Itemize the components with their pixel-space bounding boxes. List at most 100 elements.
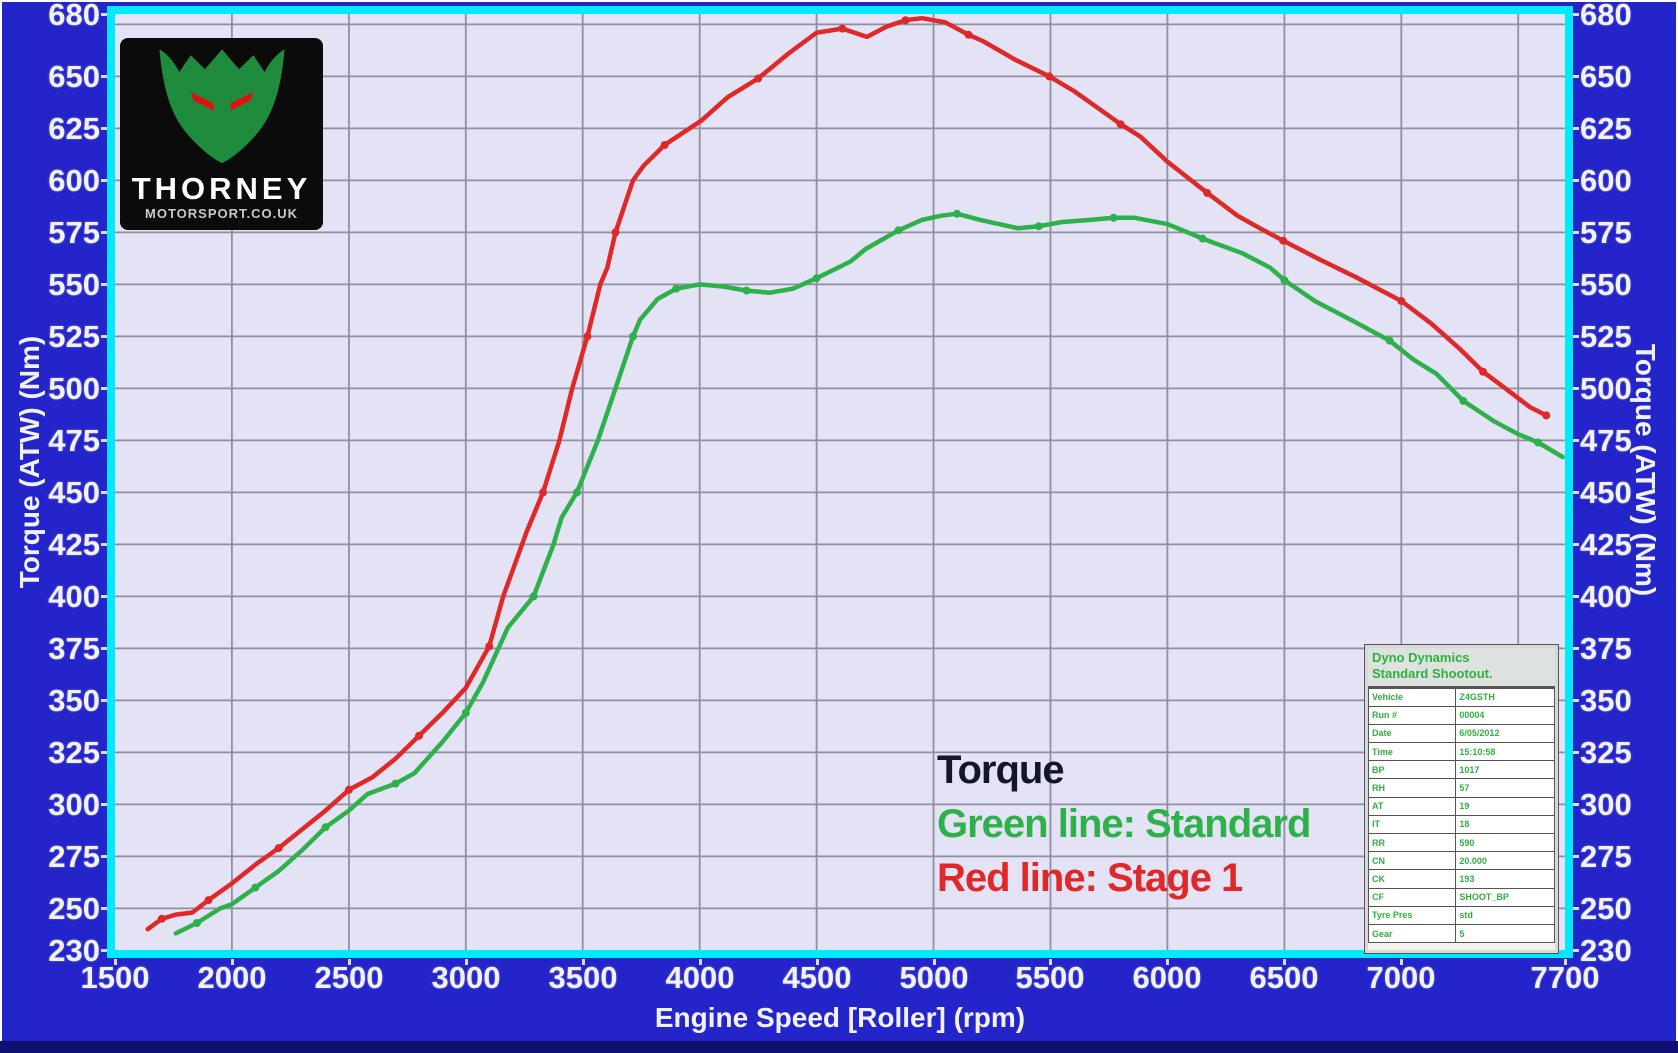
info-table-row-label: BP [1367, 760, 1457, 780]
info-table-row-value: 1017 [1455, 760, 1555, 780]
x-axis-tick-label: 3000 [431, 960, 501, 995]
y-axis-tick-label-right: 300 [1580, 787, 1632, 822]
info-table-row: Gear 5 [1367, 923, 1555, 944]
info-table-row-value: 590 [1455, 832, 1555, 853]
info-table-row-value: 193 [1455, 869, 1555, 889]
info-table-row-value: 00004 [1455, 705, 1555, 725]
info-table-row-value: 6/05/2012 [1455, 723, 1555, 744]
y-axis-tick-label-left: 375 [48, 631, 100, 666]
y-tick-mark-right [1573, 335, 1579, 338]
info-table-row-label: RR [1367, 832, 1457, 853]
x-axis-tick-label: 6000 [1132, 960, 1202, 995]
x-axis-tick-label: 7000 [1366, 960, 1436, 995]
y-tick-mark-left [101, 13, 107, 16]
x-axis-tick-label: 6500 [1249, 960, 1319, 995]
y-axis-tick-label-right: 450 [1580, 475, 1632, 510]
x-axis-tick-label: 7700 [1530, 960, 1600, 995]
y-axis-tick-label-right: 475 [1580, 423, 1632, 458]
y-tick-mark-right [1573, 647, 1579, 650]
x-tick-mark [465, 959, 468, 965]
y-tick-mark-left [101, 543, 107, 546]
info-table-row: CN 20.000 [1367, 851, 1555, 871]
y-tick-mark-right [1573, 595, 1579, 598]
x-axis-tick-label: 4000 [665, 960, 735, 995]
y-axis-tick-label-right: 400 [1580, 579, 1632, 614]
y-tick-mark-left [101, 949, 107, 952]
y-tick-mark-left [101, 387, 107, 390]
info-table-row-value: SHOOT_BP [1455, 887, 1555, 907]
y-tick-mark-left [101, 803, 107, 806]
y-axis-tick-label-left: 450 [48, 475, 100, 510]
y-axis-tick-label-left: 275 [48, 839, 100, 874]
x-tick-mark [1166, 959, 1169, 965]
y-axis-tick-label-left: 230 [48, 933, 100, 968]
info-table-row-label: IT [1367, 814, 1457, 835]
y-tick-mark-right [1573, 699, 1579, 702]
x-tick-mark [1283, 959, 1286, 965]
y-tick-mark-right [1573, 179, 1579, 182]
y-axis-tick-label-left: 325 [48, 735, 100, 770]
info-table-row-value: 5 [1455, 923, 1555, 944]
y-axis-tick-label-left: 525 [48, 319, 100, 354]
info-table-row-label: Vehicle [1367, 687, 1457, 707]
x-axis-title: Engine Speed [Roller] (rpm) [654, 1002, 1026, 1033]
info-table-header-line2: Standard Shootout. [1372, 666, 1493, 682]
x-tick-mark [699, 959, 702, 965]
y-axis-tick-label-left: 650 [48, 59, 100, 94]
y-axis-tick-label-left: 550 [48, 267, 100, 302]
dyno-chart-svg [115, 14, 1565, 950]
info-table-row-label: Time [1367, 742, 1457, 762]
y-tick-mark-right [1573, 75, 1579, 78]
y-tick-mark-right [1573, 803, 1579, 806]
legend-green-line-label: Green line: Standard [937, 802, 1311, 846]
info-table-row: RR 590 [1367, 832, 1555, 853]
y-tick-mark-left [101, 647, 107, 650]
y-axis-tick-label-right: 680 [1580, 0, 1632, 32]
info-table-header: Dyno Dynamics Standard Shootout. [1368, 648, 1555, 688]
info-table-row-label: CF [1367, 887, 1457, 907]
logo-title: THORNEY [131, 171, 312, 206]
y-axis-tick-label-right: 550 [1580, 267, 1632, 302]
info-table-row: Vehicle Z4GSTH [1367, 687, 1555, 707]
y-tick-mark-right [1573, 387, 1579, 390]
info-table-row-value: 57 [1455, 778, 1555, 798]
info-table-row: CK 193 [1367, 869, 1555, 889]
info-table-row-label: Run # [1367, 705, 1457, 725]
y-tick-mark-left [101, 907, 107, 910]
bottom-edge-strip [0, 1041, 1678, 1053]
info-table-header-line1: Dyno Dynamics [1372, 650, 1470, 665]
y-tick-mark-right [1573, 907, 1579, 910]
x-tick-mark [582, 959, 585, 965]
x-tick-mark [933, 959, 936, 965]
x-axis-tick-label: 5500 [1015, 960, 1085, 995]
x-tick-mark [348, 959, 351, 965]
y-tick-mark-left [101, 491, 107, 494]
info-table-row: Date 6/05/2012 [1367, 723, 1555, 744]
y-tick-mark-right [1573, 127, 1579, 130]
x-axis-tick-label: 2000 [197, 960, 267, 995]
y-axis-tick-label-right: 250 [1580, 891, 1632, 926]
info-table-row-value: 18 [1455, 814, 1555, 835]
y-axis-tick-label-right: 600 [1580, 163, 1632, 198]
x-axis-tick-label: 5000 [899, 960, 969, 995]
x-axis-tick-label: 4500 [782, 960, 852, 995]
dyno-run-info-table: Dyno Dynamics Standard Shootout. Vehicle… [1364, 644, 1559, 954]
info-table-row: Tyre Pres std [1367, 905, 1555, 925]
y-tick-mark-left [101, 335, 107, 338]
y-axis-tick-label-left: 350 [48, 683, 100, 718]
y-axis-tick-label-right: 375 [1580, 631, 1632, 666]
info-table-row: RH 57 [1367, 778, 1555, 798]
y-tick-mark-left [101, 283, 107, 286]
demon-mask-icon [158, 49, 285, 164]
y-tick-mark-left [101, 855, 107, 858]
y-tick-mark-right [1573, 949, 1579, 952]
y-axis-tick-label-right: 650 [1580, 59, 1632, 94]
x-axis-tick-label: 1500 [80, 960, 150, 995]
info-table-row: IT 18 [1367, 814, 1555, 835]
y-tick-mark-left [101, 751, 107, 754]
info-table-row-label: Date [1367, 723, 1457, 744]
info-table-row-value: 20.000 [1455, 851, 1555, 871]
plot-cyan-frame [107, 6, 1573, 958]
info-table-row: BP 1017 [1367, 760, 1555, 780]
